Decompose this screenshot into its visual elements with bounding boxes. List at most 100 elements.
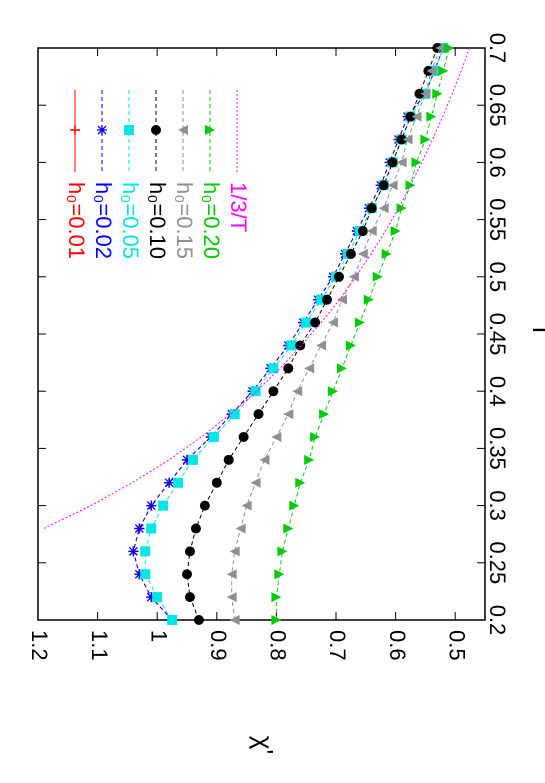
marker bbox=[271, 592, 282, 603]
marker bbox=[345, 340, 356, 351]
marker bbox=[259, 454, 270, 465]
marker bbox=[378, 203, 389, 214]
marker bbox=[411, 111, 422, 122]
marker bbox=[345, 248, 356, 259]
marker bbox=[146, 523, 157, 534]
marker bbox=[310, 317, 321, 328]
series-line bbox=[186, 47, 438, 621]
legend-marker bbox=[124, 125, 134, 135]
marker bbox=[229, 409, 240, 420]
marker bbox=[328, 386, 339, 397]
legend-marker bbox=[151, 125, 161, 135]
marker bbox=[146, 500, 157, 511]
marker bbox=[271, 615, 282, 625]
y-tick-label: 0.9 bbox=[206, 630, 231, 661]
marker bbox=[357, 226, 368, 237]
marker bbox=[295, 477, 306, 488]
series-line bbox=[144, 47, 444, 621]
legend-label: h₀=0.01 bbox=[64, 182, 89, 259]
marker bbox=[283, 523, 294, 534]
marker bbox=[295, 340, 306, 351]
marker bbox=[420, 88, 431, 99]
marker bbox=[322, 294, 333, 305]
marker bbox=[187, 454, 198, 465]
marker bbox=[316, 294, 327, 305]
marker bbox=[402, 134, 413, 145]
legend-marker bbox=[205, 125, 215, 135]
marker bbox=[363, 294, 374, 305]
marker bbox=[316, 340, 327, 351]
legend-label: h₀=0.10 bbox=[145, 182, 170, 259]
marker bbox=[396, 134, 407, 145]
marker bbox=[286, 340, 297, 351]
marker bbox=[396, 157, 407, 168]
y-tick-label: 1.2 bbox=[27, 630, 52, 661]
marker bbox=[372, 271, 383, 282]
x-tick-label: 0.4 bbox=[485, 376, 510, 407]
legend-marker bbox=[70, 125, 80, 135]
marker bbox=[271, 431, 282, 442]
marker bbox=[357, 248, 368, 259]
marker bbox=[226, 592, 237, 603]
legend-marker bbox=[178, 125, 188, 135]
y-tick-label: 0.6 bbox=[385, 630, 410, 661]
y-tick-label: 0.7 bbox=[325, 630, 350, 661]
series-line bbox=[132, 47, 444, 621]
marker bbox=[190, 523, 201, 534]
marker bbox=[304, 363, 315, 374]
series-line bbox=[231, 47, 441, 621]
marker bbox=[223, 454, 234, 465]
marker bbox=[387, 157, 398, 168]
marker bbox=[366, 226, 377, 237]
marker bbox=[444, 43, 455, 53]
x-tick-label: 0.6 bbox=[485, 147, 510, 178]
series-line bbox=[132, 47, 444, 621]
legend-marker bbox=[97, 125, 107, 135]
marker bbox=[310, 431, 321, 442]
marker bbox=[277, 546, 288, 557]
marker bbox=[283, 363, 294, 374]
marker bbox=[229, 546, 240, 557]
marker bbox=[268, 386, 279, 397]
marker bbox=[292, 386, 303, 397]
legend-label: h₀=0.02 bbox=[91, 182, 116, 259]
x-tick-label: 0.45 bbox=[485, 313, 510, 356]
marker bbox=[289, 500, 300, 511]
marker bbox=[390, 226, 401, 237]
marker bbox=[426, 65, 437, 76]
marker bbox=[250, 477, 261, 488]
marker bbox=[432, 88, 443, 99]
marker bbox=[238, 431, 249, 442]
marker bbox=[250, 386, 261, 397]
x-tick-label: 0.3 bbox=[485, 490, 510, 521]
marker bbox=[164, 477, 175, 488]
marker bbox=[283, 409, 294, 420]
y-tick-label: 1 bbox=[146, 630, 171, 642]
marker bbox=[435, 43, 446, 53]
marker bbox=[396, 203, 407, 214]
marker bbox=[241, 500, 252, 511]
marker bbox=[348, 271, 359, 282]
marker bbox=[420, 134, 431, 145]
marker bbox=[184, 592, 195, 603]
legend-label: h₀=0.05 bbox=[118, 182, 143, 259]
marker bbox=[301, 317, 312, 328]
series-line bbox=[275, 47, 450, 620]
legend-label: 1/3/T bbox=[226, 182, 251, 232]
x-tick-label: 0.35 bbox=[485, 427, 510, 470]
x-tick-label: 0.2 bbox=[485, 605, 510, 636]
marker bbox=[387, 180, 398, 191]
marker bbox=[304, 454, 315, 465]
marker bbox=[336, 363, 347, 374]
marker bbox=[128, 546, 139, 557]
marker bbox=[426, 111, 437, 122]
marker bbox=[319, 409, 330, 420]
y-tick-label: 0.8 bbox=[266, 630, 291, 661]
marker bbox=[140, 569, 151, 580]
legend-label: h₀=0.15 bbox=[172, 182, 197, 259]
y-axis-title: χ' bbox=[249, 736, 279, 755]
marker bbox=[414, 88, 425, 99]
marker bbox=[199, 500, 210, 511]
marker bbox=[438, 65, 449, 76]
